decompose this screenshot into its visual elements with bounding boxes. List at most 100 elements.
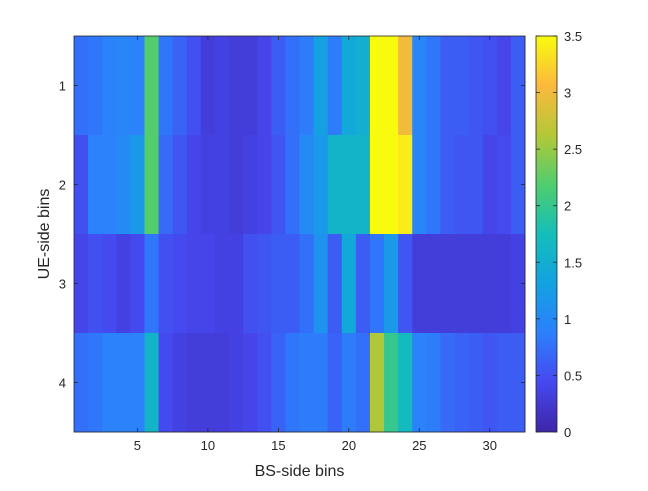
heatmap-cell-r3-c17 bbox=[299, 234, 314, 334]
heatmap-cell-r2-c14 bbox=[257, 135, 272, 235]
heatmap-cell-r1-c13 bbox=[243, 36, 258, 136]
heatmap-cell-r1-c12 bbox=[229, 36, 244, 136]
heatmap-cell-r1-c16 bbox=[285, 36, 300, 136]
heatmap-cell-r1-c18 bbox=[313, 36, 329, 136]
x-tick-label: 20 bbox=[342, 438, 356, 453]
heatmap-cell-r3-c30 bbox=[482, 234, 498, 334]
heatmap-cell-r2-c5 bbox=[130, 135, 145, 235]
heatmap-cell-r3-c3 bbox=[102, 234, 117, 334]
heatmap-cell-r2-c7 bbox=[158, 135, 174, 235]
heatmap-cell-r1-c28 bbox=[454, 36, 470, 136]
heatmap-cell-r4-c16 bbox=[285, 333, 300, 433]
heatmap-cell-r3-c16 bbox=[285, 234, 300, 334]
heatmap-cell-r4-c21 bbox=[355, 333, 371, 433]
heatmap-cell-r4-c26 bbox=[426, 333, 441, 433]
heatmap-cell-r3-c24 bbox=[398, 234, 413, 334]
heatmap-cell-r1-c27 bbox=[440, 36, 455, 136]
colorbar-tick-label: 3 bbox=[564, 86, 571, 101]
heatmap-cell-r3-c7 bbox=[158, 234, 174, 334]
heatmap-cell-r2-c30 bbox=[482, 135, 498, 235]
x-tick-label: 5 bbox=[134, 438, 141, 453]
heatmap-cell-r3-c20 bbox=[341, 234, 357, 334]
heatmap-cell-r2-c24 bbox=[398, 135, 413, 235]
heatmap-cell-r2-c2 bbox=[88, 135, 103, 235]
x-tick-label: 30 bbox=[483, 438, 497, 453]
heatmap-cell-r4-c5 bbox=[130, 333, 145, 433]
heatmap-cell-r2-c29 bbox=[468, 135, 484, 235]
colorbar-tick-label: 0.5 bbox=[564, 368, 582, 383]
heatmap-cell-r2-c9 bbox=[186, 135, 202, 235]
heatmap-cell-r1-c5 bbox=[130, 36, 145, 136]
heatmap-cell-r2-c17 bbox=[299, 135, 314, 235]
heatmap-cell-r4-c27 bbox=[440, 333, 455, 433]
heatmap-cell-r1-c21 bbox=[355, 36, 371, 136]
x-tick-label: 10 bbox=[201, 438, 215, 453]
heatmap-cell-r1-c2 bbox=[88, 36, 103, 136]
x-tick-label: 15 bbox=[271, 438, 285, 453]
heatmap-cell-r3-c21 bbox=[355, 234, 371, 334]
heatmap-cell-r3-c18 bbox=[313, 234, 329, 334]
heatmap-cell-r1-c22 bbox=[369, 36, 385, 136]
heatmap-cell-r1-c25 bbox=[412, 36, 427, 136]
heatmap-cell-r4-c19 bbox=[327, 333, 343, 433]
colorbar-tick-label: 1.5 bbox=[564, 255, 582, 270]
heatmap-cell-r4-c14 bbox=[257, 333, 272, 433]
heatmap-cell-r2-c10 bbox=[200, 135, 216, 235]
heatmap-cell-r3-c8 bbox=[172, 234, 188, 334]
heatmap-cell-r3-c32 bbox=[510, 234, 526, 334]
heatmap-cell-r2-c19 bbox=[327, 135, 343, 235]
heatmap-cell-r1-c4 bbox=[116, 36, 131, 136]
heatmap-cell-r3-c12 bbox=[229, 234, 244, 334]
heatmap-cell-r2-c6 bbox=[144, 135, 159, 235]
heatmap-cell-r1-c11 bbox=[214, 36, 230, 136]
heatmap-cell-r3-c1 bbox=[74, 234, 89, 334]
heatmap-cell-r4-c17 bbox=[299, 333, 314, 433]
heatmap-cell-r1-c26 bbox=[426, 36, 441, 136]
heatmap-cell-r4-c32 bbox=[510, 333, 526, 433]
heatmap-cell-r3-c23 bbox=[384, 234, 399, 334]
heatmap-cell-r3-c14 bbox=[257, 234, 272, 334]
heatmap-cell-r2-c20 bbox=[341, 135, 357, 235]
heatmap-cell-r4-c31 bbox=[496, 333, 512, 433]
x-axis-ticks: 5 10 15 20 25 30 bbox=[134, 36, 497, 453]
heatmap-cell-r4-c25 bbox=[412, 333, 427, 433]
heatmap-cell-r3-c27 bbox=[440, 234, 455, 334]
heatmap-cell-r1-c30 bbox=[482, 36, 498, 136]
heatmap-cell-r3-c15 bbox=[271, 234, 286, 334]
heatmap-cell-r2-c15 bbox=[271, 135, 286, 235]
heatmap-cell-r4-c18 bbox=[313, 333, 329, 433]
heatmap-cell-r3-c10 bbox=[200, 234, 216, 334]
heatmap-cell-r4-c2 bbox=[88, 333, 103, 433]
heatmap-cell-r3-c11 bbox=[214, 234, 230, 334]
heatmap-cell-r4-c28 bbox=[454, 333, 470, 433]
heatmap-cell-r4-c22 bbox=[369, 333, 385, 433]
heatmap-cell-r4-c9 bbox=[186, 333, 202, 433]
heatmap-cell-r4-c23 bbox=[384, 333, 399, 433]
heatmap-cell-r2-c23 bbox=[384, 135, 399, 235]
colorbar-frame bbox=[535, 35, 558, 433]
plot-frame bbox=[73, 35, 526, 433]
colorbar-tick-label: 2.5 bbox=[564, 142, 582, 157]
heatmap-cell-r1-c7 bbox=[158, 36, 174, 136]
heatmap-cell-r3-c2 bbox=[88, 234, 103, 334]
colorbar-tick-label: 3.5 bbox=[564, 29, 582, 44]
heatmap-cell-r4-c20 bbox=[341, 333, 357, 433]
heatmap-cell-r4-c3 bbox=[102, 333, 117, 433]
heatmap-cell-r1-c14 bbox=[257, 36, 272, 136]
colorbar-tick-label: 0 bbox=[564, 425, 571, 440]
y-tick-label: 1 bbox=[59, 79, 66, 94]
heatmap-cell-r1-c15 bbox=[271, 36, 286, 136]
heatmap-cell-r1-c24 bbox=[398, 36, 413, 136]
heatmap-cell-r4-c15 bbox=[271, 333, 286, 433]
heatmap-cell-r1-c29 bbox=[468, 36, 484, 136]
heatmap-cell-r2-c16 bbox=[285, 135, 300, 235]
heatmap-cell-r4-c30 bbox=[482, 333, 498, 433]
heatmap-cell-r1-c6 bbox=[144, 36, 159, 136]
heatmap-cell-r4-c11 bbox=[214, 333, 230, 433]
heatmap-cell-r4-c12 bbox=[229, 333, 244, 433]
x-axis-label: BS-side bins bbox=[255, 463, 345, 480]
heatmap-cell-r2-c12 bbox=[229, 135, 244, 235]
heatmap-cell-r4-c6 bbox=[144, 333, 159, 433]
